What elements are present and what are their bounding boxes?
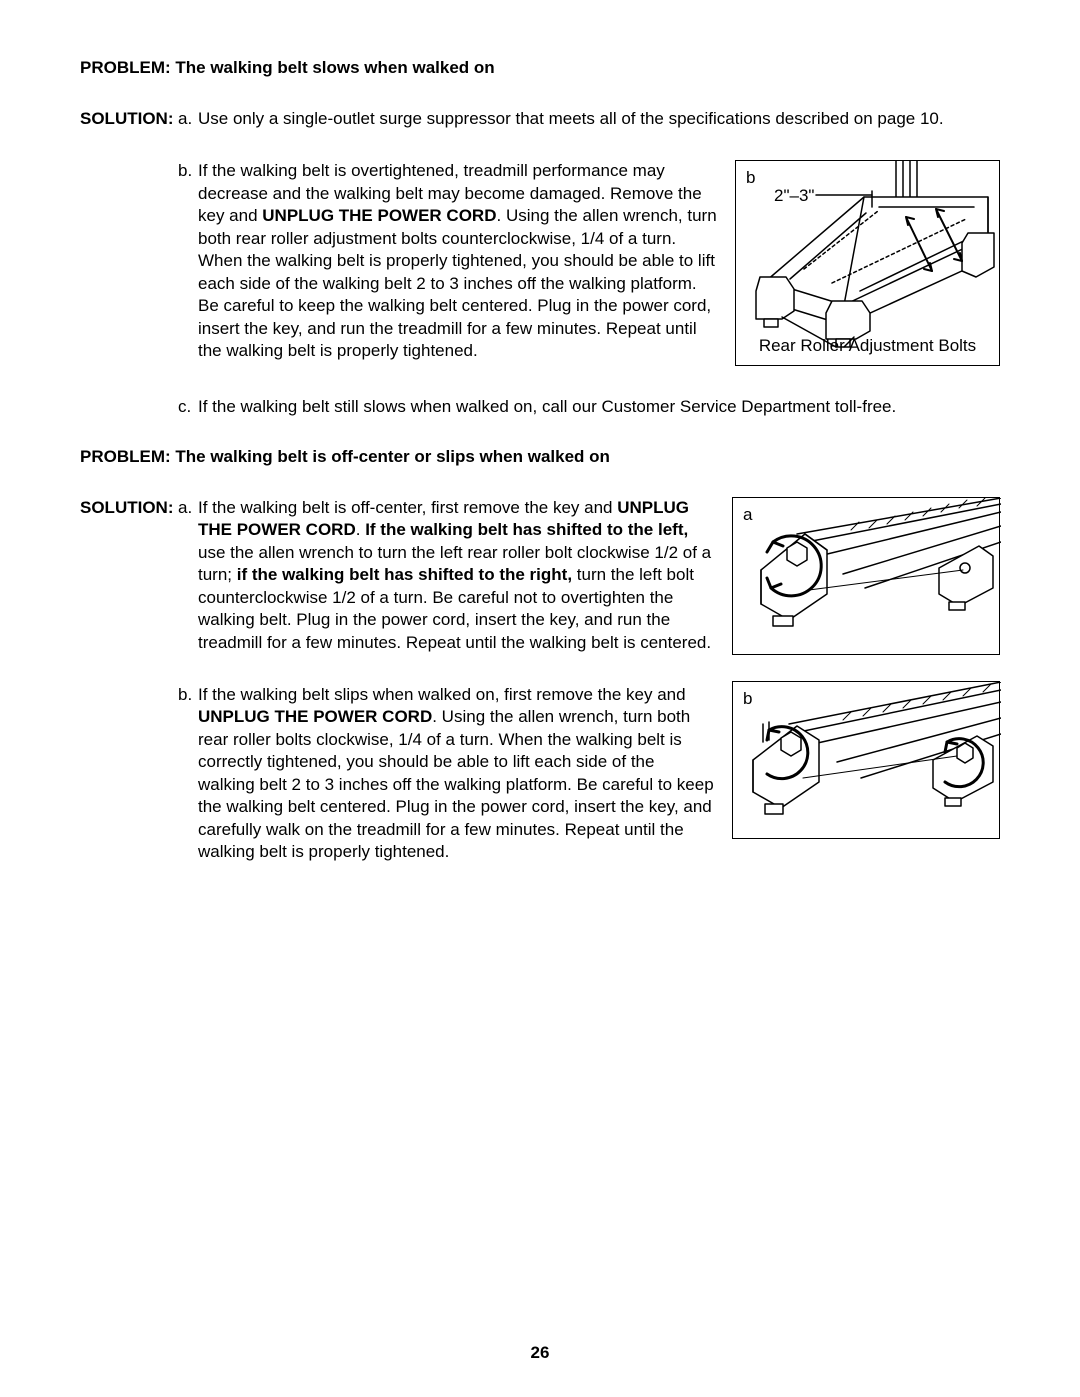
figure-1b: b	[735, 160, 1000, 366]
item-text-2a: If the walking belt is off-center, first…	[198, 497, 714, 654]
item-text-1b: If the walking belt is overtightened, tr…	[198, 160, 717, 362]
item-letter-2a: a.	[178, 497, 198, 654]
solution-1-label: SOLUTION:	[80, 108, 178, 130]
item-text-1a: Use only a single-outlet surge suppresso…	[198, 108, 1000, 130]
problem-1-heading: PROBLEM: The walking belt slows when wal…	[80, 58, 1000, 78]
item-letter-1b: b.	[178, 160, 198, 362]
item-letter-1c: c.	[178, 396, 198, 418]
item-letter-1a: a.	[178, 108, 198, 130]
figure-2b-label: b	[743, 688, 752, 710]
solution-1b-row: b. If the walking belt is overtightened,…	[80, 160, 1000, 366]
solution-2-row: SOLUTION: a. If the walking belt is off-…	[80, 497, 1000, 864]
svg-text:2"–3": 2"–3"	[774, 186, 814, 205]
item-text-2b: If the walking belt slips when walked on…	[198, 684, 714, 864]
belt-tighten-both-icon	[733, 682, 1001, 840]
manual-page: PROBLEM: The walking belt slows when wal…	[0, 0, 1080, 1397]
figure-2b: b	[732, 681, 1000, 839]
figure-1b-label: b	[746, 167, 755, 189]
page-number: 26	[0, 1343, 1080, 1363]
item-text-1c: If the walking belt still slows when wal…	[198, 396, 1000, 418]
figure-2a-label: a	[743, 504, 752, 526]
item-letter-2b: b.	[178, 684, 198, 864]
figure-2a: a	[732, 497, 1000, 655]
solution-1a-row: SOLUTION: a. Use only a single-outlet su…	[80, 108, 1000, 130]
belt-center-left-icon	[733, 498, 1001, 656]
problem-2-heading: PROBLEM: The walking belt is off-center …	[80, 447, 1000, 467]
figure-1b-caption: Rear Roller Adjustment Bolts	[736, 335, 999, 357]
solution-1c-row: c. If the walking belt still slows when …	[80, 396, 1000, 418]
solution-2-label: SOLUTION:	[80, 497, 178, 519]
